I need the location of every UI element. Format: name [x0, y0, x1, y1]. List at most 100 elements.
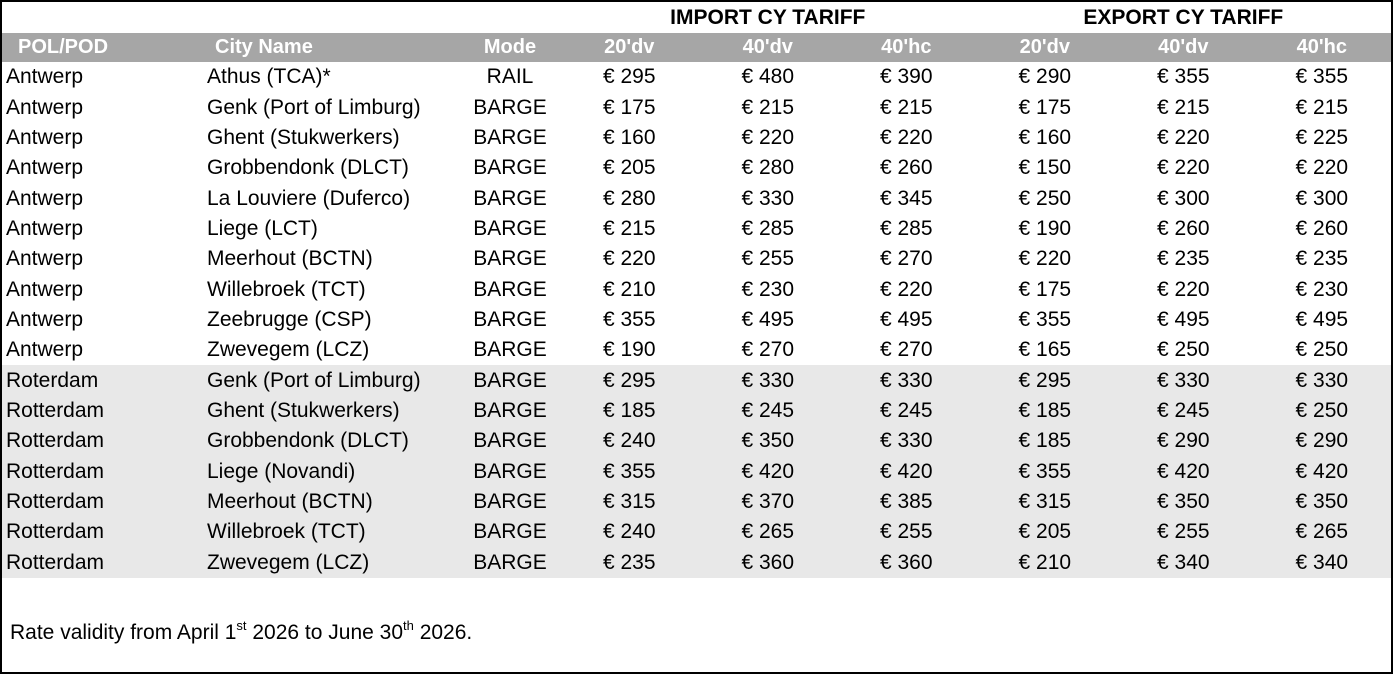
column-header-row: POL/POD City Name Mode 20'dv 40'dv 40'hc…	[2, 33, 1391, 62]
export-tariff-cell: € 215	[1295, 95, 1349, 119]
import-tariff-cell: € 420	[698, 456, 837, 487]
export-tariff-cell: € 185	[975, 395, 1115, 427]
table-row: Roterdam Genk (Port of Limburg) BARGE € 295…	[2, 365, 1391, 396]
import-tariff-cell: € 330	[741, 186, 795, 210]
export-tariff-cell: € 160	[1018, 125, 1072, 149]
export-tariff-cell: € 330	[1114, 365, 1253, 396]
table-row: Antwerp La Louviere (Duferco) BARGE € 280 € …	[2, 183, 1391, 213]
import-tariff-cell: € 285	[741, 216, 795, 240]
mode-cell: BARGE	[473, 338, 547, 362]
city-name-cell: Grobbendonk (DLCT)	[207, 156, 409, 180]
export-tariff-cell: € 340	[1114, 547, 1253, 578]
import-tariff-cell: € 210	[602, 277, 656, 301]
mode-cell: BARGE	[473, 216, 547, 240]
city-name-cell: Genk (Port of Limburg)	[207, 95, 421, 119]
export-tariff-cell: € 330	[1252, 365, 1391, 396]
export-tariff-cell: € 355	[1295, 65, 1349, 89]
mode-cell: BARGE	[460, 456, 560, 487]
rate-validity-note: Rate validity from April 1st 2026 to Jun…	[2, 617, 1391, 646]
import-tariff-cell: € 265	[698, 517, 837, 548]
mode-cell: BARGE	[460, 426, 560, 457]
tariff-table: IMPORT CY TARIFF EXPORT CY TARIFF POL/PO…	[2, 2, 1391, 578]
export-tariff-cell: € 220	[1018, 247, 1072, 271]
export-tariff-cell: € 250	[1157, 338, 1210, 362]
pol-pod-cell: Rotterdam	[2, 486, 192, 518]
import-tariff-cell: € 270	[879, 247, 933, 271]
import-tariff-cell: € 175	[602, 95, 656, 119]
column-header-export-20dv: 20'dv	[975, 33, 1115, 62]
import-tariff-cell: € 240	[560, 426, 699, 457]
export-tariff-cell: € 495	[1295, 307, 1349, 331]
table-row: Antwerp Zeebrugge (CSP) BARGE € 355 € 495 € 4…	[2, 305, 1391, 335]
mode-cell: BARGE	[460, 517, 560, 548]
group-header-spacer	[2, 2, 560, 33]
import-tariff-title: IMPORT CY TARIFF	[560, 2, 976, 33]
export-tariff-cell: € 210	[975, 547, 1115, 578]
mode-cell: BARGE	[460, 365, 560, 396]
export-tariff-cell: € 350	[1252, 486, 1391, 518]
column-header-pol-pod: POL/POD	[2, 33, 192, 62]
import-tariff-cell: € 260	[879, 156, 933, 180]
export-tariff-cell: € 315	[975, 486, 1115, 518]
export-tariff-cell: € 300	[1295, 186, 1349, 210]
import-tariff-cell: € 185	[560, 395, 699, 427]
mode-cell: BARGE	[460, 395, 560, 427]
export-tariff-cell: € 350	[1114, 486, 1253, 518]
export-tariff-cell: € 265	[1252, 517, 1391, 548]
table-row: Antwerp Athus (TCA)* RAIL € 295 € 480 € 390 € …	[2, 62, 1391, 92]
import-tariff-cell: € 255	[741, 247, 795, 271]
export-tariff-cell: € 185	[975, 426, 1115, 457]
city-name-cell: Ghent (Stukwerkers)	[192, 395, 460, 427]
export-tariff-cell: € 220	[1295, 156, 1349, 180]
export-tariff-cell: € 290	[1018, 65, 1072, 89]
pol-pod-cell: Antwerp	[6, 277, 84, 301]
pol-pod-cell: Rotterdam	[2, 426, 192, 457]
import-tariff-cell: € 280	[741, 156, 795, 180]
import-tariff-cell: € 370	[698, 486, 837, 518]
import-tariff-cell: € 215	[741, 95, 795, 119]
pol-pod-cell: Rotterdam	[2, 456, 192, 487]
export-tariff-cell: € 165	[1018, 338, 1072, 362]
export-tariff-cell: € 190	[1018, 216, 1072, 240]
export-tariff-cell: € 255	[1114, 517, 1253, 548]
column-header-import-40dv: 40'dv	[698, 33, 837, 62]
table-row: Antwerp Meerhout (BCTN) BARGE € 220 € 255 € 2…	[2, 244, 1391, 274]
import-tariff-cell: € 480	[741, 65, 795, 89]
import-tariff-cell: € 360	[837, 547, 976, 578]
import-tariff-cell: € 220	[879, 277, 933, 301]
column-header-city-name: City Name	[192, 33, 460, 62]
export-tariff-cell: € 175	[1018, 277, 1072, 301]
pol-pod-cell: Antwerp	[6, 216, 84, 240]
import-tariff-cell: € 280	[602, 186, 656, 210]
pol-pod-cell: Antwerp	[6, 156, 84, 180]
export-tariff-cell: € 300	[1157, 186, 1210, 210]
table-row: Rotterdam Willebroek (TCT) BARGE € 240 € 265…	[2, 517, 1391, 548]
import-tariff-cell: € 245	[837, 395, 976, 427]
table-row: Rotterdam Grobbendonk (DLCT) BARGE € 240 € 3…	[2, 426, 1391, 457]
ordinal-suffix-st: st	[236, 617, 247, 633]
export-tariff-cell: € 175	[1018, 95, 1072, 119]
column-group-header-row: IMPORT CY TARIFF EXPORT CY TARIFF	[2, 2, 1391, 33]
import-tariff-cell: € 355	[602, 307, 656, 331]
mode-cell: BARGE	[473, 125, 547, 149]
import-tariff-cell: € 390	[879, 65, 933, 89]
column-header-mode: Mode	[460, 33, 560, 62]
city-name-cell: Zwevegem (LCZ)	[207, 338, 370, 362]
export-tariff-cell: € 290	[1114, 426, 1253, 457]
import-tariff-cell: € 230	[741, 277, 795, 301]
export-tariff-cell: € 355	[975, 456, 1115, 487]
export-tariff-cell: € 230	[1295, 277, 1349, 301]
table-row: Rotterdam Ghent (Stukwerkers) BARGE € 185 € …	[2, 395, 1391, 427]
city-name-cell: Genk (Port of Limburg)	[192, 365, 460, 396]
rate-validity-text-end: 2026.	[413, 620, 473, 644]
export-tariff-cell: € 205	[975, 517, 1115, 548]
import-tariff-cell: € 190	[602, 338, 656, 362]
export-tariff-cell: € 420	[1114, 456, 1253, 487]
pol-pod-cell: Rotterdam	[2, 547, 192, 578]
city-name-cell: Grobbendonk (DLCT)	[192, 426, 460, 457]
export-tariff-cell: € 340	[1252, 547, 1391, 578]
city-name-cell: Athus (TCA)*	[207, 65, 331, 89]
pol-pod-cell: Antwerp	[6, 247, 84, 271]
